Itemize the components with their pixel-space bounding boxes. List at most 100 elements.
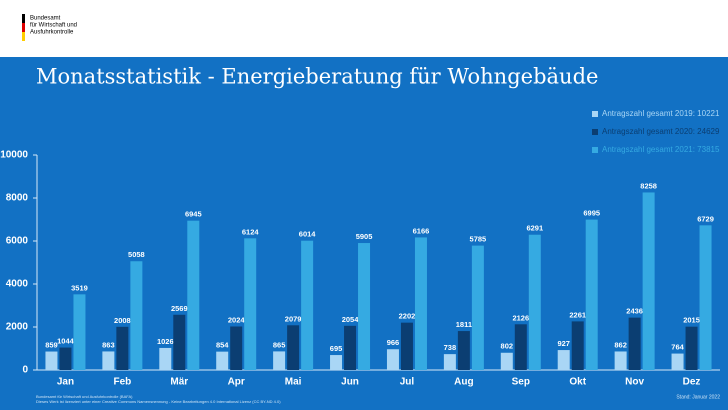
- bar: [528, 234, 541, 370]
- header-band: [0, 0, 728, 57]
- bar: [685, 326, 698, 370]
- x-tick-label: Dez: [683, 377, 701, 388]
- value-label: 2569: [171, 304, 188, 313]
- bar: [59, 347, 72, 370]
- value-label: 2079: [285, 314, 302, 323]
- bar: [216, 351, 229, 370]
- bar: [457, 331, 470, 370]
- value-label: 2202: [399, 312, 416, 321]
- x-tick-label: Mai: [285, 377, 302, 388]
- bar: [358, 243, 371, 370]
- value-label: 802: [501, 342, 514, 351]
- bar: [187, 220, 200, 370]
- value-label: 865: [273, 340, 286, 349]
- bar: [471, 245, 484, 370]
- bar: [514, 324, 527, 370]
- legend-label: Antragszahl gesamt 2021: 73815: [602, 145, 720, 154]
- chart-title: Monatsstatistik - Energieberatung für Wo…: [36, 65, 598, 89]
- bar: [699, 225, 712, 370]
- legend-swatch: [592, 129, 598, 135]
- legend-swatch: [592, 111, 598, 117]
- x-tick-label: Jan: [57, 377, 74, 388]
- x-tick-label: Okt: [569, 377, 586, 388]
- value-label: 1811: [456, 320, 472, 329]
- y-tick-label: 10000: [0, 150, 28, 161]
- logo-text: Ausfuhrkontrolle: [30, 30, 74, 36]
- bar: [386, 349, 399, 370]
- x-tick-label: Jul: [400, 377, 415, 388]
- value-label: 1026: [157, 337, 174, 346]
- bar: [628, 317, 641, 370]
- logo-stripe: [22, 14, 25, 23]
- x-tick-label: Nov: [625, 377, 644, 388]
- value-label: 2261: [569, 310, 586, 319]
- x-tick-label: Feb: [113, 377, 131, 388]
- bar: [45, 351, 58, 370]
- value-label: 859: [45, 341, 58, 350]
- bar: [301, 240, 314, 370]
- footer-text: Bundesamt für Wirtschaft und Ausfuhrkont…: [36, 394, 133, 399]
- value-label: 3519: [71, 283, 88, 292]
- value-label: 2008: [114, 316, 131, 325]
- y-tick-label: 4000: [6, 279, 29, 290]
- value-label: 6729: [697, 214, 714, 223]
- x-tick-label: Sep: [512, 377, 530, 388]
- value-label: 5905: [356, 232, 373, 241]
- bar: [400, 322, 413, 370]
- bar: [159, 347, 172, 370]
- bar: [671, 353, 684, 370]
- bar: [585, 219, 598, 370]
- bar: [244, 238, 257, 370]
- bar: [273, 351, 286, 370]
- value-label: 2054: [342, 315, 360, 324]
- bar: [614, 351, 627, 370]
- value-label: 6995: [583, 209, 600, 218]
- legend-label: Antragszahl gesamt 2020: 24629: [602, 127, 720, 136]
- bar: [330, 355, 343, 370]
- value-label: 6124: [242, 227, 260, 236]
- x-tick-label: Aug: [454, 377, 473, 388]
- value-label: 2024: [228, 315, 246, 324]
- value-label: 2436: [626, 307, 643, 316]
- y-tick-label: 6000: [6, 236, 29, 247]
- value-label: 863: [102, 340, 115, 349]
- bar: [173, 314, 186, 370]
- value-label: 6014: [299, 230, 317, 239]
- bar: [642, 192, 655, 370]
- value-label: 2126: [512, 313, 529, 322]
- bar: [414, 237, 427, 370]
- value-label: 6945: [185, 210, 202, 219]
- logo-text: für Wirtschaft und: [30, 23, 77, 29]
- value-label: 1044: [57, 337, 75, 346]
- logo-stripe: [22, 32, 25, 41]
- value-label: 854: [216, 341, 229, 350]
- bar: [73, 294, 86, 370]
- footer-text: Dieses Werk ist lizenziert unter einer C…: [36, 399, 281, 404]
- value-label: 6166: [413, 226, 430, 235]
- bar: [571, 321, 584, 370]
- value-label: 695: [330, 344, 343, 353]
- value-label: 5785: [470, 235, 487, 244]
- value-label: 927: [557, 339, 570, 348]
- x-tick-label: Jun: [341, 377, 359, 388]
- y-tick-label: 2000: [6, 322, 29, 333]
- value-label: 764: [671, 343, 684, 352]
- bar: [102, 351, 115, 370]
- value-label: 862: [614, 340, 627, 349]
- bar: [116, 326, 129, 370]
- x-tick-label: Mär: [170, 377, 188, 388]
- bar: [557, 350, 570, 370]
- bar: [287, 325, 300, 370]
- bar: [443, 354, 456, 370]
- bar: [130, 261, 143, 370]
- logo-stripe: [22, 23, 25, 32]
- value-label: 2015: [683, 316, 700, 325]
- value-label: 8258: [640, 181, 657, 190]
- legend-label: Antragszahl gesamt 2019: 10221: [602, 109, 720, 118]
- y-tick-label: 8000: [6, 193, 29, 204]
- value-label: 738: [444, 343, 457, 352]
- value-label: 6291: [526, 224, 543, 233]
- bar: [344, 325, 357, 370]
